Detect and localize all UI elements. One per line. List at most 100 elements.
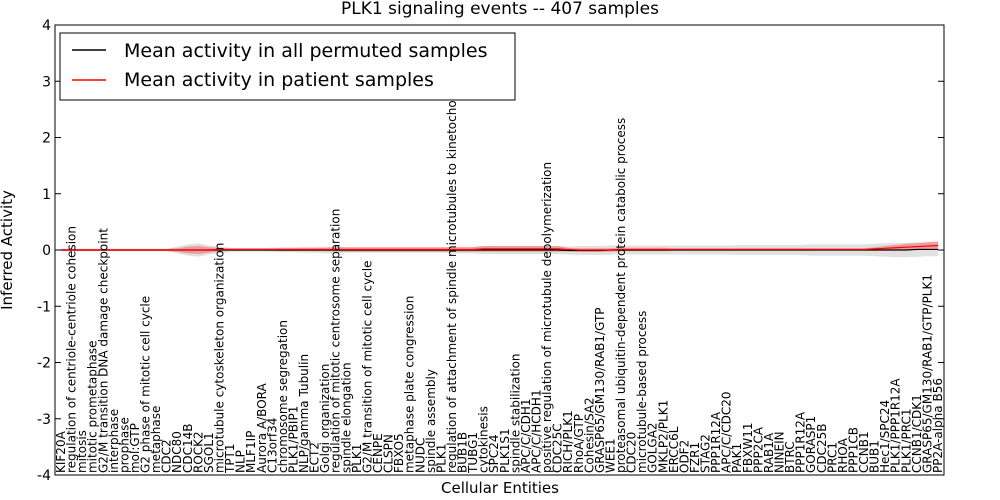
band-patient-samples-spread <box>61 241 938 254</box>
entity-label: PLK1/PRC1 <box>899 409 913 473</box>
entity-label: CCNB1 <box>857 431 871 473</box>
entity-label: PRC1 <box>825 442 839 473</box>
entity-label: Cohesin/SA2 <box>582 397 596 473</box>
entity-label: NDC80 <box>170 431 184 473</box>
entity-label: PAK1 <box>730 443 744 473</box>
entity-label: CCNB1/CDK1 <box>910 394 924 473</box>
entity-label: microtubule-based process <box>635 311 649 473</box>
x-axis-label: Cellular Entities <box>441 479 559 497</box>
entity-label: SGOL1 <box>202 432 216 473</box>
entity-label: NUDC <box>413 438 427 473</box>
y-tick-label: 3 <box>42 74 51 90</box>
entity-label: CDC25B <box>815 423 829 473</box>
entity-label: spindle stabilization <box>508 353 522 473</box>
entity-label: CDC25C <box>551 423 565 473</box>
entity-label: WEE1 <box>603 438 617 473</box>
entity-label: FBXO5 <box>392 433 406 473</box>
entity-label: PP2A-alpha B56 <box>931 378 945 473</box>
entity-label: TUBG1 <box>466 432 480 474</box>
entity-label: microtubule cytoskeleton organization <box>212 243 226 473</box>
entity-label: RhoA/GTP <box>572 414 586 473</box>
entity-label: MKLP2/PLK1 <box>656 400 670 473</box>
y-tick-label: -3 <box>37 412 51 428</box>
entity-label: CLSPN <box>382 434 396 473</box>
chart-title: PLK1 signaling events -- 407 samples <box>341 0 659 19</box>
entity-label: Hec1/SPC24 <box>878 400 892 473</box>
entity-label: RAB1A <box>762 432 776 473</box>
entity-label: PPP1R12A <box>794 411 808 473</box>
y-tick-label: 0 <box>42 243 51 259</box>
entity-label: ROCK2 <box>191 431 205 473</box>
series-line-mean-activity-in-patient-samples <box>61 244 939 251</box>
entity-label: PPP2CA <box>751 426 765 473</box>
entity-label: mol:GTP <box>128 423 142 473</box>
entity-label: regulation of mitotic centrosome separat… <box>329 209 343 473</box>
plot-frame <box>54 24 945 476</box>
entity-label: regulation of attachment of spindle micr… <box>445 88 459 473</box>
legend-label-permuted: Mean activity in all permuted samples <box>124 40 487 62</box>
entity-label: RHOA <box>836 437 850 473</box>
entity-label: PLK1S1 <box>498 428 512 473</box>
entity-label: PPP1R12A <box>709 411 723 473</box>
entity-label: PPP1CB <box>846 427 860 473</box>
entity-label: RICH/PLK1 <box>561 410 575 473</box>
entity-label: KIF20A <box>54 430 68 473</box>
entity-label: ERCC6L <box>667 426 681 473</box>
entity-label: SPC24 <box>487 434 501 473</box>
entity-label: MLF1IP <box>244 431 258 473</box>
entity-label: mitosis <box>75 430 89 473</box>
entity-label: spindle assembly <box>424 369 438 473</box>
y-tick-label: 1 <box>42 187 51 203</box>
entity-label: TPT1 <box>223 443 237 474</box>
entity-label: positive regulation of microtubule depol… <box>540 162 554 473</box>
entity-label: NLP <box>234 450 248 473</box>
entity-label: spindle elongation <box>339 362 353 473</box>
entity-label: NLP/gamma Tubulin <box>297 354 311 473</box>
entity-label: prophase <box>117 417 131 473</box>
entity-label: NINEIN <box>773 431 787 473</box>
entity-label: APC/C/HCDH1 <box>529 389 543 473</box>
y-axis-label: Inferred Activity <box>0 190 16 310</box>
entity-label: CDC2 <box>160 439 174 473</box>
y-tick-label: 4 <box>42 18 51 34</box>
entity-label: CDC20 <box>625 432 639 473</box>
entity-label: mitotic prometaphase <box>86 341 100 474</box>
entity-label: GRASP65/GM130/RAB1/GTP/PLK1 <box>920 274 934 473</box>
entity-label: GOLGA2 <box>646 422 660 473</box>
series-lines <box>61 244 939 252</box>
legend-box <box>59 32 516 101</box>
entity-label: STAG2 <box>699 434 713 473</box>
entity-label: G2/M transition DNA damage checkpoint <box>96 228 110 473</box>
entity-label: G2 phase of mitotic cell cycle <box>139 296 153 473</box>
entity-label: cytokinesis <box>477 406 491 473</box>
entity-label: C13orf34 <box>265 418 279 473</box>
entity-label: GORASP1 <box>804 416 818 473</box>
entity-label: PLK1/PBIP1 <box>286 406 300 473</box>
entity-label: BUB1 <box>868 440 882 473</box>
entity-label: chromosome segregation <box>276 320 290 473</box>
entity-label: APC/C/CDC20 <box>720 391 734 473</box>
entity-label: FZR1 <box>688 442 702 473</box>
entity-label: Aurora A/BORA <box>255 383 269 473</box>
entity-label: ECT2 <box>308 442 322 473</box>
y-tick-label: 2 <box>42 131 51 147</box>
entity-label: CDC14B <box>181 424 195 474</box>
entity-label: GRASP65/GM130/RAB1/GTP <box>593 307 607 473</box>
entity-label: metaphase plate congression <box>403 296 417 473</box>
entity-label: metaphase <box>149 406 163 473</box>
entity-label: G2/M transition of mitotic cell cycle <box>360 260 374 473</box>
entity-label: Golgi organization <box>318 364 332 473</box>
y-tick-label: -2 <box>37 356 51 372</box>
entity-label: PLK1 <box>350 444 364 473</box>
entity-label: PLK1/PPP1R12A <box>889 378 903 473</box>
legend-label-patient: Mean activity in patient samples <box>124 69 434 91</box>
entity-label: BUB1B <box>456 432 470 473</box>
legend: Mean activity in all permuted samples Me… <box>59 32 516 101</box>
y-tick-label: -4 <box>37 468 51 484</box>
entity-label: BTRC <box>783 441 797 473</box>
entity-label: interphase <box>107 409 121 473</box>
entity-label: proteasomal ubiquitin-dependent protein … <box>614 118 628 473</box>
entity-label: FBXW11 <box>741 423 755 474</box>
